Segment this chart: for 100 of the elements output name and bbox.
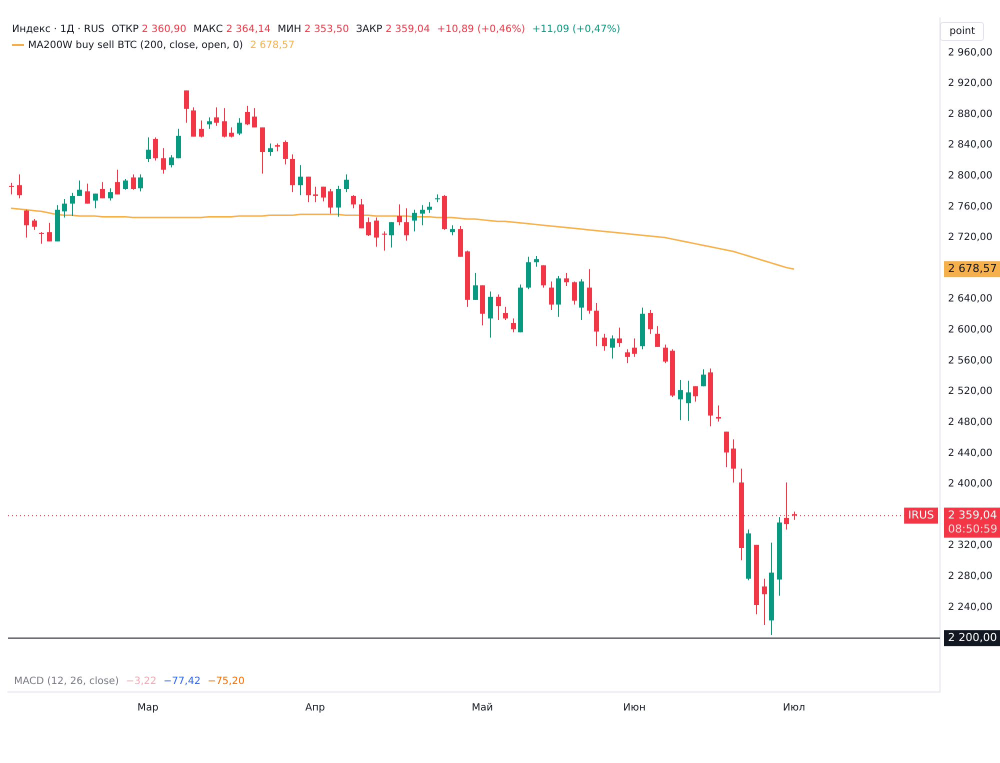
y-tick-label: 2 920,00 — [948, 78, 993, 90]
candlestick — [625, 348, 630, 364]
candlestick — [663, 344, 668, 364]
candlestick — [207, 116, 212, 130]
text: point — [940, 22, 984, 41]
text: Индекс · 1Д · RUS — [12, 24, 104, 35]
y-tick-label: 2 280,00 — [948, 571, 993, 582]
y-tick-label: 2 480,00 — [948, 416, 993, 428]
text: IRUS — [908, 508, 934, 522]
y-tick-label: 2 960,00 — [948, 47, 993, 58]
candlestick — [123, 178, 128, 190]
annotation: +11,09 (+0,47%) — [532, 24, 620, 35]
candlestick — [594, 302, 599, 347]
candlestick — [344, 174, 349, 193]
candlestick — [153, 136, 158, 162]
y-tick-label: 2 840,00 — [948, 140, 993, 151]
y-tick-label: 2 400,00 — [948, 478, 993, 490]
legend-label: MA200W buy sell BTC (200, close, open, 0) — [28, 40, 244, 51]
candlestick — [648, 309, 653, 334]
candlestick — [610, 334, 615, 359]
candlestick — [62, 198, 67, 218]
candlestick — [169, 154, 174, 168]
candlestick — [283, 140, 288, 165]
candlestick — [176, 128, 181, 159]
candlestick — [686, 380, 691, 422]
annotation: −75,20 — [208, 676, 245, 687]
x-tick-label: Июл — [782, 702, 806, 714]
candlestick — [85, 183, 90, 204]
ref-line-label: 2 200,00 — [948, 630, 997, 644]
candlestick — [93, 193, 98, 209]
candlestick — [336, 185, 341, 218]
candlestick — [77, 180, 82, 196]
y-tick-label: 2 520,00 — [948, 386, 993, 398]
candlestick — [503, 306, 508, 320]
annotation: ЗАКР 2 359,04 — [356, 24, 430, 35]
annotation: 2 678,57 — [250, 40, 295, 51]
y-tick-label: 2 800,00 — [948, 170, 993, 182]
candlestick — [731, 438, 736, 483]
candlestick — [534, 256, 539, 268]
y-tick-label: 2 600,00 — [948, 324, 993, 336]
annotation: MACD (12, 26, close) — [14, 676, 119, 687]
candlestick — [549, 280, 554, 310]
candlestick — [693, 386, 698, 402]
candlestick — [541, 264, 546, 288]
candlestick — [39, 232, 44, 244]
candlestick — [184, 90, 189, 124]
candlestick — [268, 143, 273, 156]
y-tick-label: 2 720,00 — [948, 232, 993, 244]
candlestick — [245, 105, 250, 126]
candlestick — [229, 126, 234, 138]
ref-line-label: 2 359,04 — [948, 508, 997, 522]
candlestick — [762, 578, 767, 626]
candlestick — [9, 182, 14, 195]
candlestick — [70, 192, 75, 216]
candlestick — [237, 118, 242, 136]
candlestick — [412, 209, 417, 232]
candlestick — [420, 204, 425, 226]
candlestick — [108, 188, 113, 202]
x-tick-label: Мар — [137, 702, 158, 714]
y-tick-label: 2 880,00 — [948, 108, 993, 120]
candlestick — [678, 380, 683, 421]
candlestick — [351, 194, 356, 209]
annotation: −3,22 — [126, 676, 157, 687]
candlestick — [564, 272, 569, 287]
candlestick — [572, 280, 577, 306]
candlestick — [511, 318, 516, 333]
candlestick — [115, 169, 120, 195]
annotation: ОТКР 2 360,90 — [112, 24, 186, 35]
y-tick-label: 2 320,00 — [948, 540, 993, 552]
candlestick — [389, 222, 394, 248]
candlestick — [473, 272, 478, 300]
candlestick — [313, 186, 318, 203]
candlestick — [602, 333, 607, 352]
x-tick-label: Апр — [305, 702, 325, 714]
annotation: МИН 2 353,50 — [278, 24, 349, 35]
candlestick — [252, 108, 257, 128]
candlestick — [306, 176, 311, 203]
candlestick — [655, 326, 660, 348]
x-tick-label: Июн — [623, 702, 646, 714]
candlestick — [161, 148, 166, 174]
candlestick — [374, 217, 379, 248]
candlestick — [632, 338, 637, 358]
candlestick — [131, 174, 136, 190]
candlestick — [359, 198, 364, 229]
annotation: МАКС 2 364,14 — [193, 24, 271, 35]
candlestick — [47, 222, 52, 242]
candlestick — [222, 108, 227, 138]
candlestick — [199, 120, 204, 138]
candlestick — [17, 174, 22, 199]
candlestick — [100, 182, 105, 199]
text: 2 678,57 — [948, 262, 997, 275]
candlestick — [214, 106, 219, 126]
y-tick-label: 2 640,00 — [948, 294, 993, 305]
candlestick — [24, 209, 29, 238]
candlestick — [321, 186, 326, 202]
candlestick — [397, 204, 402, 226]
y-tick-label: 2 440,00 — [948, 448, 993, 459]
y-tick-label: 2 760,00 — [948, 201, 993, 212]
annotation: +10,89 (+0,46%) — [437, 24, 526, 35]
candlestick — [298, 164, 303, 196]
